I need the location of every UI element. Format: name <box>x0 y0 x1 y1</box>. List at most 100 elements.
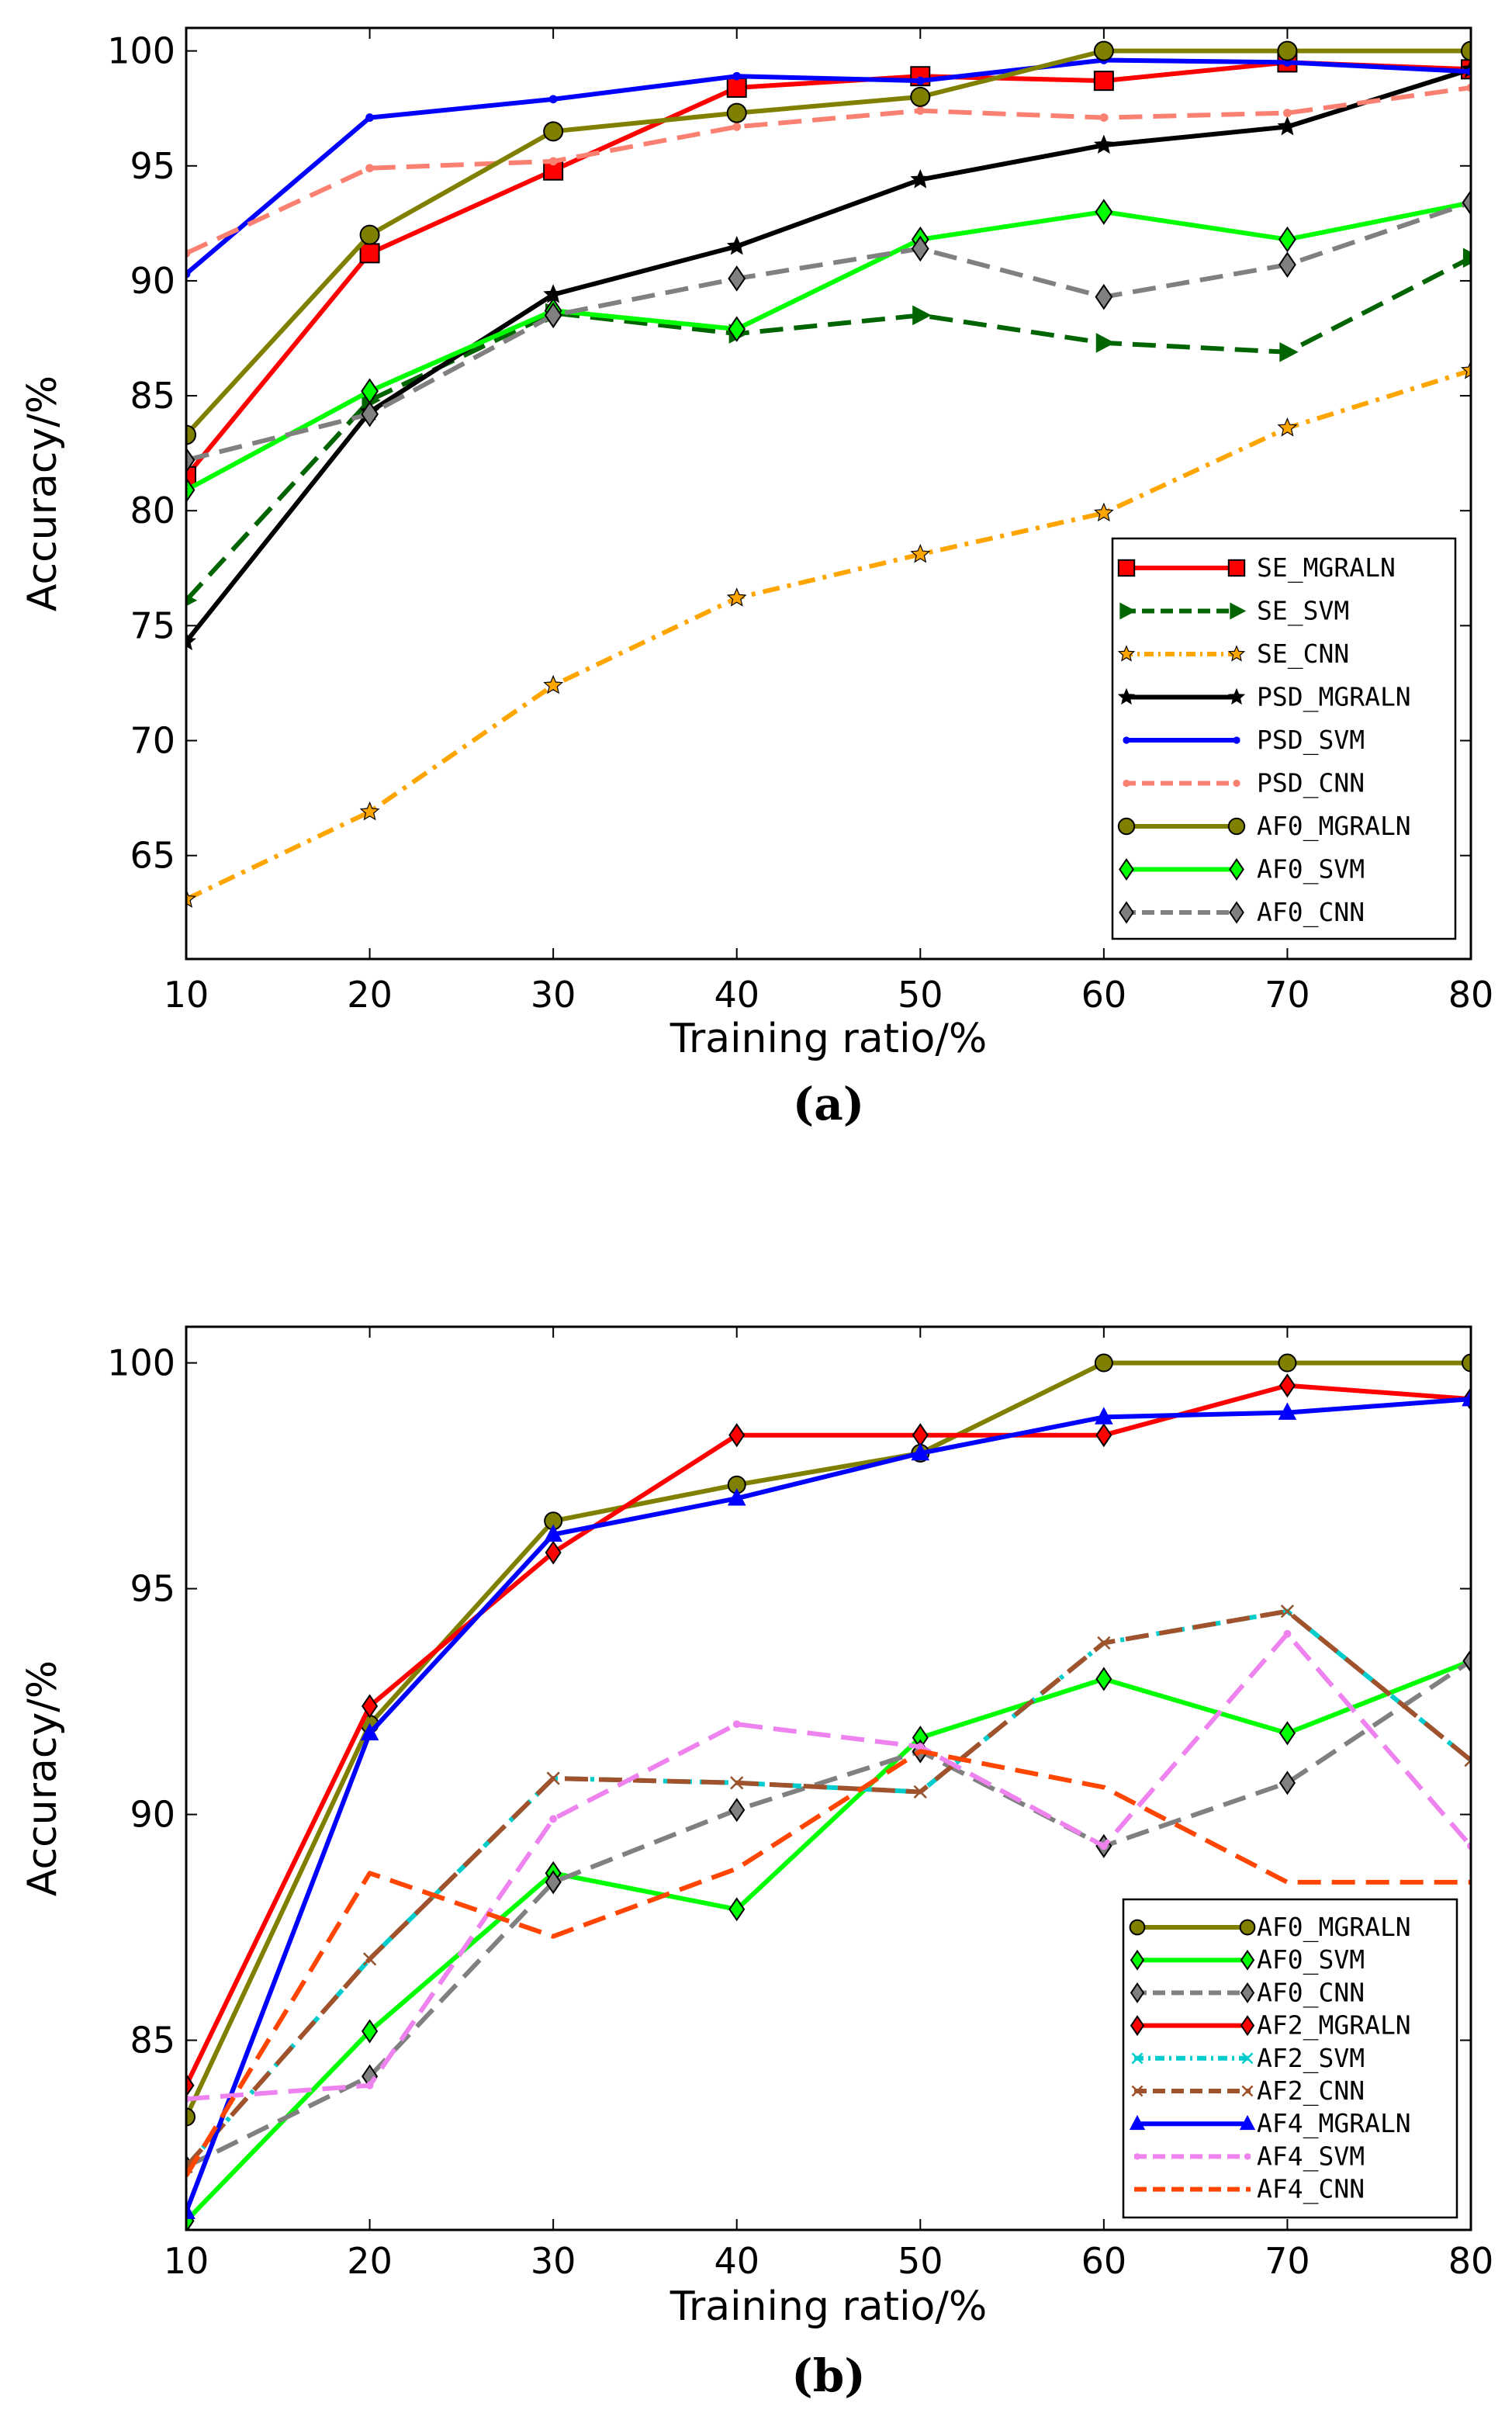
data-point-af0-mgraln <box>1462 1353 1471 1373</box>
x-tick-label: 60 <box>1081 974 1127 1016</box>
series-line-se-svm <box>186 255 1471 602</box>
data-point-se-svm <box>1462 248 1471 268</box>
data-point-se-svm <box>186 594 198 607</box>
data-point-af4-svm <box>1099 1842 1108 1850</box>
data-point-af0-svm <box>1095 199 1113 225</box>
series-line-af4-mgraln <box>186 1397 1471 2213</box>
chart-b-legend: AF0_MGRALNAF0_SVMAF0_CNNAF2_MGRALNAF2_SV… <box>1122 1898 1458 2219</box>
data-point-af0-cnn <box>1462 189 1471 216</box>
legend-marker-psd-svm <box>1233 736 1240 744</box>
data-point-af2-cnn <box>1280 1605 1295 1619</box>
legend-label-af2-mgraln: AF2_MGRALN <box>1257 2010 1411 2041</box>
chart-a-series-group <box>186 40 1471 908</box>
data-point-psd-mgraln <box>186 631 196 651</box>
data-point-af0-mgraln <box>1093 40 1114 61</box>
y-tick-label: 90 <box>130 1794 175 1836</box>
data-point-af0-mgraln <box>1094 1353 1113 1373</box>
data-point-se-cnn <box>910 543 931 563</box>
data-point-se-cnn <box>1093 502 1114 522</box>
series-line-se-cnn <box>186 368 1471 902</box>
legend-label-se-svm: SE_SVM <box>1257 596 1349 627</box>
series-line-se-mgraln <box>186 60 1471 478</box>
data-point-af2-cnn <box>362 1952 377 1966</box>
data-point-af4-mgraln <box>1462 1388 1471 1407</box>
legend-marker-af4-mgraln <box>1129 2114 1146 2131</box>
legend-marker-af4-svm <box>1133 2153 1141 2160</box>
data-point-af0-mgraln <box>186 2107 195 2127</box>
legend-label-af2-svm: AF2_SVM <box>1257 2043 1365 2074</box>
data-point-se-cnn <box>1277 417 1298 437</box>
data-point-psd-cnn <box>1099 113 1109 122</box>
data-point-af2-mgraln <box>362 1694 379 1719</box>
y-tick-label: 100 <box>107 1342 175 1384</box>
legend-marker-af4-mgraln <box>1239 2114 1256 2131</box>
data-point-af0-mgraln <box>1461 40 1471 61</box>
legend-label-af0-svm: AF0_SVM <box>1257 1944 1365 1975</box>
legend-marker-psd-cnn <box>1123 779 1130 788</box>
data-point-psd-svm <box>365 113 374 122</box>
legend-marker-af2-cnn <box>1241 2085 1254 2097</box>
data-point-af4-svm <box>732 1720 741 1729</box>
legend-marker-psd-cnn <box>1233 779 1240 788</box>
y-tick-label: 65 <box>130 835 175 877</box>
data-point-af0-cnn <box>1462 1649 1471 1674</box>
x-marker-stroke <box>1131 2085 1144 2097</box>
x-tick-label: 40 <box>714 974 759 1016</box>
data-point-se-mgraln <box>726 78 747 99</box>
legend-label-se-cnn: SE_CNN <box>1257 639 1349 670</box>
legend-marker-af2-mgraln <box>1130 2015 1145 2037</box>
data-point-af0-mgraln <box>726 102 747 123</box>
x-tick-label: 40 <box>714 2240 759 2282</box>
data-point-af0-mgraln <box>1278 1353 1297 1373</box>
legend-marker-af0-svm <box>1119 857 1134 881</box>
legend-marker-se-cnn <box>1117 645 1136 662</box>
data-point-af0-mgraln <box>186 424 196 445</box>
data-point-af4-svm <box>365 2081 374 2089</box>
y-axis-label: Accuracy/% <box>19 1660 66 1896</box>
chart-a-legend: SE_MGRALN SE_SVM SE_CNN PSD_MGRALN PSD_SVM PS… <box>1111 537 1457 940</box>
legend-label-af4-svm: AF4_SVM <box>1257 2141 1365 2172</box>
data-point-af2-mgraln <box>545 1540 562 1565</box>
data-point-psd-mgraln <box>1277 116 1298 136</box>
data-point-psd-svm <box>915 76 925 85</box>
series-line-af0-svm <box>186 1658 1471 2223</box>
data-point-af4-mgraln <box>360 1722 379 1741</box>
data-point-af0-cnn <box>361 400 379 428</box>
series-line-af2-mgraln <box>186 1383 1471 2087</box>
data-point-psd-cnn <box>548 157 558 166</box>
legend-label-af0-mgraln: AF0_MGRALN <box>1257 811 1411 842</box>
data-point-af2-cnn <box>730 1776 744 1790</box>
legend-label-psd-mgraln: PSD_MGRALN <box>1257 682 1411 713</box>
data-point-af0-mgraln <box>1277 40 1298 61</box>
series-line-psd-mgraln <box>186 67 1471 643</box>
legend-label-af2-cnn: AF2_CNN <box>1257 2076 1365 2107</box>
x-tick-label: 20 <box>347 974 393 1016</box>
data-point-se-mgraln <box>359 243 380 264</box>
series-line-af0-cnn <box>186 200 1471 462</box>
data-point-af0-svm <box>1278 1721 1296 1746</box>
x-tick-label: 70 <box>1265 974 1310 1016</box>
legend-marker-af0-svm <box>1240 1949 1255 1971</box>
data-point-af4-mgraln <box>186 2201 195 2220</box>
legend-marker-af0-mgraln <box>1117 817 1136 836</box>
data-point-se-mgraln <box>1093 71 1114 92</box>
x-tick-label: 60 <box>1081 2240 1127 2282</box>
legend-marker-af0-cnn <box>1130 1982 1145 2003</box>
x-tick-label: 80 <box>1448 2240 1494 2282</box>
data-point-af2-cnn <box>1464 1754 1471 1767</box>
y-tick-label: 70 <box>130 720 175 762</box>
data-point-psd-mgraln <box>910 169 931 189</box>
data-point-af4-svm <box>916 1743 925 1751</box>
data-point-af2-cnn <box>1097 1636 1111 1650</box>
x-marker-stroke <box>362 1952 377 1966</box>
legend-label-psd-svm: PSD_SVM <box>1257 725 1365 756</box>
x-tick-label: 50 <box>898 2240 943 2282</box>
data-point-af0-svm <box>728 1897 746 1922</box>
y-axis-label: Accuracy/% <box>19 376 66 611</box>
x-marker-stroke <box>1241 2052 1254 2065</box>
legend-label-se-mgraln: SE_MGRALN <box>1257 552 1396 583</box>
data-point-af0-cnn <box>728 265 746 292</box>
series-line-af0-mgraln <box>186 1360 1471 2118</box>
x-axis-label: Training ratio/% <box>670 2283 988 2330</box>
